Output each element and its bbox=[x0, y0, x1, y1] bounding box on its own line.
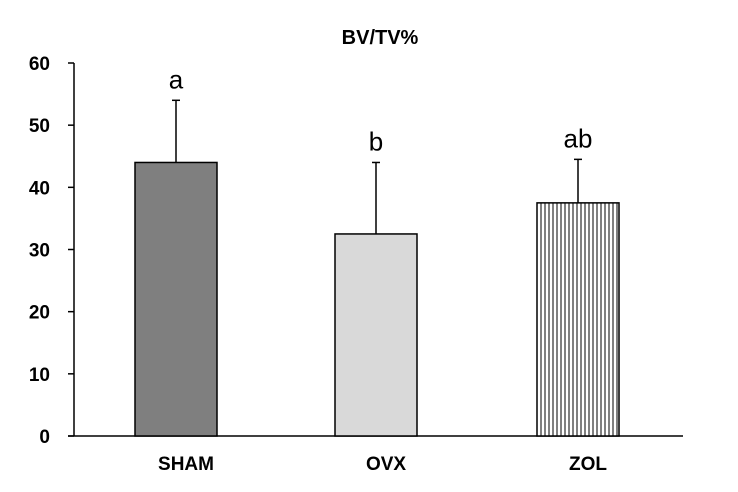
error-bars bbox=[172, 99, 582, 234]
bar-sham bbox=[134, 161, 218, 437]
y-tick-label: 60 bbox=[29, 54, 50, 75]
significance-label-zol: ab bbox=[564, 123, 593, 153]
y-tick-label: 30 bbox=[29, 241, 50, 262]
significance-label-ovx: b bbox=[369, 126, 383, 156]
bar-zol bbox=[536, 202, 620, 437]
significance-label-sham: a bbox=[169, 64, 184, 94]
bars bbox=[134, 161, 620, 437]
x-category-label-ovx: OVX bbox=[366, 454, 406, 475]
y-tick-label: 40 bbox=[29, 178, 50, 199]
bar-ovx bbox=[334, 233, 418, 437]
y-tick-label: 20 bbox=[29, 303, 50, 324]
labels: a SHAM b OVX ab ZOL bbox=[158, 64, 607, 475]
x-category-label-sham: SHAM bbox=[158, 454, 214, 475]
y-tick-label: 0 bbox=[39, 427, 50, 448]
y-tick-label: 10 bbox=[29, 365, 50, 386]
chart-title: BV/TV% bbox=[342, 27, 419, 49]
x-category-label-zol: ZOL bbox=[569, 454, 607, 475]
y-tick-label: 50 bbox=[29, 116, 50, 137]
